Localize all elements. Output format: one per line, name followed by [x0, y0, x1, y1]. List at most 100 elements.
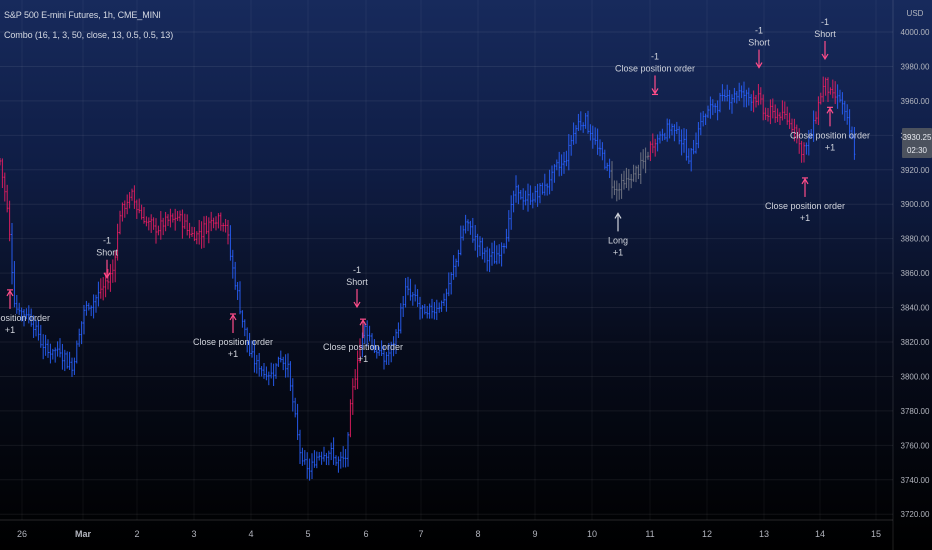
- ohlc-bar: [474, 225, 477, 251]
- short-signal[interactable]: -1 Short: [346, 265, 368, 309]
- ohlc-bar: [637, 164, 640, 180]
- arrow-head-icon: [755, 62, 763, 69]
- time-axis[interactable]: 26 Mar 2 3 4 5 6 7 8 9 10 11 12 13 14 15: [17, 529, 881, 539]
- indicator-legend[interactable]: Combo (16, 1, 3, 50, close, 13, 0.5, 0.5…: [4, 30, 174, 40]
- close-signal[interactable]: Close position order +1: [323, 318, 403, 364]
- ohlc-bar: [779, 112, 781, 125]
- time-tick-label: 26: [17, 529, 27, 539]
- signal-label: Short: [96, 248, 118, 258]
- arrow-head-icon: [826, 107, 834, 114]
- ohlc-bar: [589, 124, 592, 141]
- ohlc-bar: [606, 162, 609, 172]
- ohlc-bar: [527, 183, 529, 212]
- ohlc-bar: [440, 300, 443, 312]
- ohlc-bar: [311, 453, 313, 480]
- ohlc-bar: [695, 132, 697, 154]
- ohlc-bar: [731, 94, 733, 114]
- last-price-marker: 3930.25 02:30: [902, 128, 932, 158]
- ohlc-bar: [212, 217, 215, 229]
- ohlc-bar: [596, 128, 599, 155]
- ohlc-bar: [49, 343, 52, 364]
- ohlc-bar: [536, 183, 539, 207]
- ohlc-bar: [423, 304, 426, 315]
- ohlc-bar: [159, 211, 162, 240]
- signal-label: +1: [825, 142, 835, 152]
- ohlc-bar: [162, 217, 165, 236]
- ohlc-bar: [791, 118, 793, 134]
- ohlc-bar: [591, 125, 594, 149]
- short-signal[interactable]: -1 Short: [814, 17, 836, 61]
- ohlc-bar: [503, 243, 505, 254]
- price-tick-label: 3980.00: [901, 62, 930, 71]
- ohlc-bar: [371, 333, 373, 351]
- ohlc-bar: [392, 336, 395, 357]
- ohlc-bar: [599, 139, 601, 157]
- ohlc-bar: [651, 133, 654, 154]
- ohlc-bar: [71, 357, 73, 377]
- ohlc-bar: [711, 99, 714, 116]
- ohlc-bar: [104, 272, 107, 298]
- ohlc-bar: [263, 363, 265, 379]
- close-signal[interactable]: Close position order +1: [790, 106, 870, 152]
- ohlc-bar: [135, 199, 138, 219]
- price-tick-label: 3860.00: [901, 269, 930, 278]
- ohlc-bar: [397, 322, 400, 339]
- price-axis[interactable]: USD 3720.00 3740.00 3760.00 3780.00 3800.00 3…: [901, 9, 930, 519]
- close-signal[interactable]: -1 Close position order: [615, 51, 695, 96]
- ohlc-bar: [565, 150, 568, 167]
- short-signal[interactable]: -1 Short: [96, 236, 118, 279]
- ohlc-bar: [313, 450, 316, 468]
- ohlc-bar: [750, 94, 753, 111]
- ohlc-bar: [241, 310, 244, 328]
- ohlc-bar: [563, 151, 565, 174]
- close-signal[interactable]: Close position order +1: [193, 313, 273, 359]
- ohlc-bar: [234, 261, 237, 290]
- arrow-head-icon: [651, 88, 659, 95]
- ohlc-bar: [507, 210, 510, 242]
- ohlc-bar: [759, 87, 762, 105]
- ohlc-bar: [363, 322, 366, 344]
- ohlc-bar: [123, 200, 126, 218]
- ohlc-bar: [671, 123, 673, 136]
- ohlc-bar: [714, 103, 717, 113]
- ohlc-bar: [284, 354, 287, 378]
- ohlc-bar: [690, 147, 693, 172]
- ohlc-bar: [702, 111, 705, 127]
- ohlc-bar: [299, 429, 301, 464]
- time-tick-label: 14: [815, 529, 825, 539]
- ohlc-bar: [272, 363, 275, 387]
- time-tick-label: 12: [702, 529, 712, 539]
- ohlc-bar: [435, 299, 438, 321]
- ohlc-bar: [786, 106, 789, 125]
- close-signal[interactable]: Close position order +1: [0, 289, 50, 335]
- ohlc-bar: [387, 343, 390, 365]
- ohlc-bar: [728, 89, 731, 110]
- ohlc-bar: [152, 217, 155, 230]
- symbol-legend[interactable]: S&P 500 E-mini Futures, 1h, CME_MINI: [4, 10, 161, 20]
- ohlc-bar: [121, 202, 124, 222]
- ohlc-bar: [277, 356, 280, 367]
- short-signal[interactable]: -1 Short: [748, 26, 770, 69]
- ohlc-bar: [447, 272, 450, 297]
- ohlc-bar: [455, 258, 457, 278]
- ohlc-bar: [83, 305, 85, 335]
- ohlc-bar: [846, 104, 849, 125]
- ohlc-bar: [839, 89, 841, 103]
- ohlc-bar: [719, 92, 721, 113]
- ohlc-bar: [798, 128, 801, 154]
- ohlc-bar: [18, 302, 21, 315]
- ohlc-bar: [243, 319, 246, 337]
- ohlc-bar: [431, 298, 433, 319]
- ohlc-bar: [395, 329, 397, 355]
- ohlc-bar: [126, 194, 129, 215]
- ohlc-bar: [443, 293, 445, 307]
- ohlc-bar: [483, 247, 486, 263]
- close-signal[interactable]: Close position order +1: [765, 177, 845, 223]
- long-signal[interactable]: Long +1: [608, 212, 628, 257]
- ohlc-bar: [296, 403, 299, 440]
- ohlc-bar: [433, 302, 436, 320]
- ohlc-bar: [171, 213, 174, 223]
- ohlc-bar: [210, 211, 213, 232]
